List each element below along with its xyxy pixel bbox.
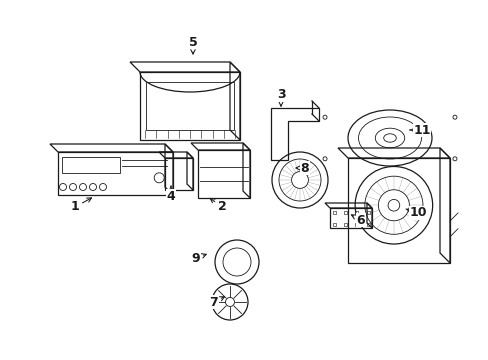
Bar <box>343 211 346 213</box>
Bar <box>354 222 357 225</box>
Bar <box>146 82 234 130</box>
Bar <box>343 222 346 225</box>
Bar <box>140 72 240 140</box>
Text: 5: 5 <box>188 36 197 54</box>
Text: 6: 6 <box>351 213 365 226</box>
Bar <box>354 211 357 213</box>
Text: 3: 3 <box>276 89 285 106</box>
Text: 7: 7 <box>209 296 224 309</box>
Text: 4: 4 <box>166 186 175 202</box>
Text: 8: 8 <box>295 162 309 175</box>
Bar <box>332 211 335 213</box>
Text: 11: 11 <box>409 123 430 136</box>
Bar <box>332 222 335 225</box>
Text: 1: 1 <box>70 198 91 213</box>
Text: 2: 2 <box>210 198 226 213</box>
Text: 10: 10 <box>405 207 426 220</box>
Bar <box>366 211 369 213</box>
Bar <box>366 222 369 225</box>
Bar <box>62 157 119 174</box>
Text: 9: 9 <box>191 252 206 265</box>
